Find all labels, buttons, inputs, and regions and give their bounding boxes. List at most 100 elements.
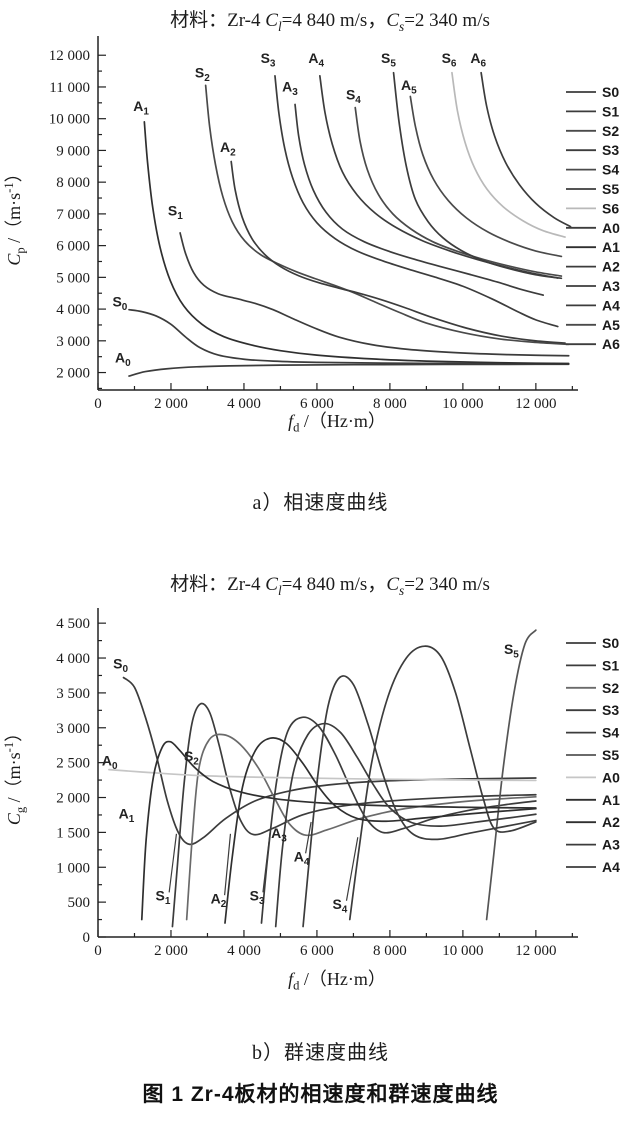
series-A0 — [128, 363, 570, 377]
series-S3 — [274, 75, 559, 328]
curve-label-A1: A1 — [133, 98, 149, 118]
svg-text:500: 500 — [68, 895, 91, 911]
svg-text:9 000: 9 000 — [56, 143, 90, 159]
legend-label-A3: A3 — [602, 278, 620, 294]
series-A2 — [230, 160, 566, 344]
legend-item-A2: A2 — [566, 814, 620, 830]
chart-title: 材料：Zr-4 Cl=4 840 m/s，Cs=2 340 m/s — [170, 9, 490, 34]
svg-text:8 000: 8 000 — [373, 396, 407, 412]
legend-item-S6: S6 — [566, 200, 619, 216]
series-S4 — [354, 106, 563, 277]
curve-labels: S0 A0 A1 S1 S2 A2 S3 A3 A4 S4 S5 A5 S6 A6 — [112, 50, 486, 369]
y-axis-title: Cp /（m·s-1） — [2, 164, 28, 265]
figure-caption: 图 1 Zr-4板材的相速度和群速度曲线 — [142, 1083, 499, 1106]
legend-label-S5: S5 — [602, 747, 619, 763]
legend-label-S3: S3 — [602, 702, 619, 718]
svg-text:2 000: 2 000 — [56, 791, 90, 807]
curve-labels: S0 A0 A1 S1 S2 A2 S3 A3 A4 S4 S5 — [102, 641, 519, 916]
curve-label-A0: A0 — [115, 349, 131, 369]
curve-label-S2: S2 — [184, 748, 199, 768]
y-axis-tick-labels: 0 500 1 000 1 500 2 000 2 500 3 000 3 500 4 000 4… — [56, 616, 90, 946]
legend-label-S5: S5 — [602, 181, 619, 197]
legend-item-A0: A0 — [566, 769, 620, 785]
curve-label-A6: A6 — [470, 50, 486, 69]
legend-item-S1: S1 — [566, 657, 619, 673]
y-axis-tick-labels: 2 000 3 000 4 000 5 000 6 000 7 000 8 000 9 000… — [49, 48, 90, 381]
subcaption-b: b）群速度曲线 — [252, 1042, 389, 1064]
legend-label-A3: A3 — [602, 837, 620, 853]
series-group — [108, 629, 537, 928]
legend-item-A0: A0 — [566, 220, 620, 236]
svg-text:1 500: 1 500 — [56, 825, 90, 841]
legend-item-S3: S3 — [566, 142, 619, 158]
legend-item-A5: A5 — [566, 317, 620, 333]
curve-label-A1: A1 — [119, 805, 135, 825]
svg-text:10 000: 10 000 — [442, 943, 483, 959]
legend-item-S5: S5 — [566, 747, 619, 763]
x-axis-tick-labels: 0 2 000 4 000 6 000 8 000 10 000 12 000 — [94, 943, 556, 959]
legend-item-A4: A4 — [566, 859, 620, 875]
svg-text:0: 0 — [94, 396, 102, 412]
svg-text:3 000: 3 000 — [56, 334, 90, 350]
legend-item-S3: S3 — [566, 702, 619, 718]
legend: S0 S1 S2 S3 S4 S5 A0 A1 A2 A3 A4 — [566, 635, 620, 875]
chart-title: 材料：Zr-4 Cl=4 840 m/s，Cs=2 340 m/s — [170, 573, 490, 598]
curve-label-A3: A3 — [282, 79, 298, 99]
legend-item-S4: S4 — [566, 162, 619, 178]
legend-label-A2: A2 — [602, 814, 620, 830]
series-A4 — [302, 675, 537, 928]
phase-velocity-chart: 材料：Zr-4 Cl=4 840 m/s，Cs=2 340 m/s0 2 000 4… — [2, 9, 620, 435]
subcaption-a: a）相速度曲线 — [252, 492, 389, 514]
curve-label-S4: S4 — [346, 87, 361, 107]
series-A3 — [274, 722, 537, 928]
legend-label-A4: A4 — [602, 859, 620, 875]
svg-text:2 000: 2 000 — [56, 366, 90, 382]
series-S1 — [179, 232, 570, 357]
curve-label-S5: S5 — [504, 641, 519, 661]
svg-text:2 500: 2 500 — [56, 756, 90, 772]
series-S5 — [485, 629, 537, 921]
legend-label-A5: A5 — [602, 317, 620, 333]
legend-label-A1: A1 — [602, 239, 620, 255]
x-axis-title: fd /（Hz·m） — [288, 969, 386, 993]
legend-label-A6: A6 — [602, 336, 620, 352]
legend: S0 S1 S2 S3 S4 S5 S6 A0 A1 A2 A3 A4 A5 A6 — [566, 84, 620, 352]
legend-label-S1: S1 — [602, 657, 619, 673]
series-S1 — [171, 702, 537, 928]
series-S6 — [451, 71, 566, 238]
svg-text:8 000: 8 000 — [56, 175, 90, 191]
svg-text:3 500: 3 500 — [56, 686, 90, 702]
svg-text:5 000: 5 000 — [56, 270, 90, 286]
legend-item-A2: A2 — [566, 259, 620, 275]
svg-text:12 000: 12 000 — [49, 48, 90, 64]
series-A0 — [108, 768, 537, 782]
series-S0 — [128, 308, 570, 365]
svg-text:2 000: 2 000 — [154, 396, 188, 412]
legend-item-S1: S1 — [566, 103, 619, 119]
curve-label-S2: S2 — [195, 64, 210, 84]
legend-item-S2: S2 — [566, 680, 619, 696]
series-S4 — [348, 645, 537, 921]
svg-text:7 000: 7 000 — [56, 207, 90, 223]
series-A5 — [409, 95, 563, 258]
legend-item-S0: S0 — [566, 635, 619, 651]
curve-label-A5: A5 — [401, 77, 417, 97]
svg-text:4 000: 4 000 — [56, 651, 90, 667]
legend-item-A4: A4 — [566, 297, 620, 313]
legend-label-A4: A4 — [602, 297, 620, 313]
svg-text:4 500: 4 500 — [56, 616, 90, 632]
svg-text:6 000: 6 000 — [300, 396, 334, 412]
curve-label-A2: A2 — [211, 891, 227, 911]
y-axis-title: Cg /（m·s-1） — [2, 724, 28, 825]
legend-label-S6: S6 — [602, 200, 619, 216]
curve-label-S1: S1 — [168, 202, 183, 222]
legend-item-S5: S5 — [566, 181, 619, 197]
svg-text:11 000: 11 000 — [49, 80, 90, 96]
svg-text:0: 0 — [94, 943, 102, 959]
svg-text:4 000: 4 000 — [227, 396, 261, 412]
svg-text:4 000: 4 000 — [56, 302, 90, 318]
series-A6 — [480, 71, 572, 228]
svg-text:10 000: 10 000 — [442, 396, 483, 412]
svg-text:3 000: 3 000 — [56, 721, 90, 737]
